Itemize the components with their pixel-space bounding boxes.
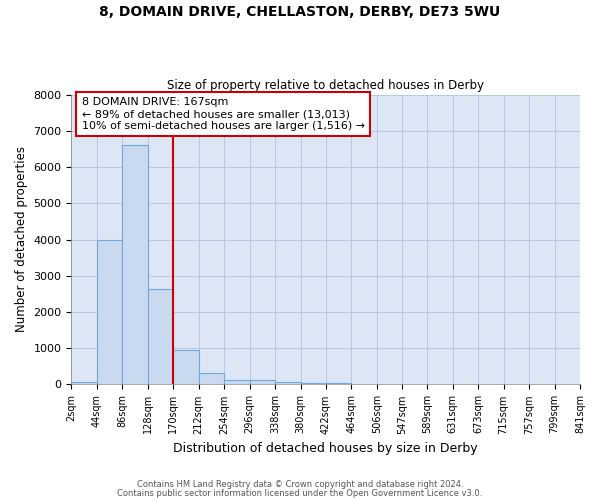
Bar [148, 289, 173, 384]
X-axis label: Distribution of detached houses by size in Derby: Distribution of detached houses by size … [173, 442, 478, 455]
Text: Contains HM Land Registry data © Crown copyright and database right 2024.: Contains HM Land Registry data © Crown c… [137, 480, 463, 489]
Text: Contains public sector information licensed under the Open Government Licence v3: Contains public sector information licen… [118, 488, 482, 498]
Bar [326, 382, 352, 384]
Bar [250, 380, 275, 384]
Text: 8, DOMAIN DRIVE, CHELLASTON, DERBY, DE73 5WU: 8, DOMAIN DRIVE, CHELLASTON, DERBY, DE73… [100, 5, 500, 19]
Bar [224, 380, 250, 384]
Title: Size of property relative to detached houses in Derby: Size of property relative to detached ho… [167, 79, 484, 92]
Bar [275, 382, 301, 384]
Bar [173, 350, 199, 384]
Bar [301, 382, 326, 384]
Bar [122, 146, 148, 384]
Bar [71, 382, 97, 384]
Bar [97, 240, 122, 384]
Bar [199, 373, 224, 384]
Text: 8 DOMAIN DRIVE: 167sqm
← 89% of detached houses are smaller (13,013)
10% of semi: 8 DOMAIN DRIVE: 167sqm ← 89% of detached… [82, 98, 365, 130]
Y-axis label: Number of detached properties: Number of detached properties [15, 146, 28, 332]
